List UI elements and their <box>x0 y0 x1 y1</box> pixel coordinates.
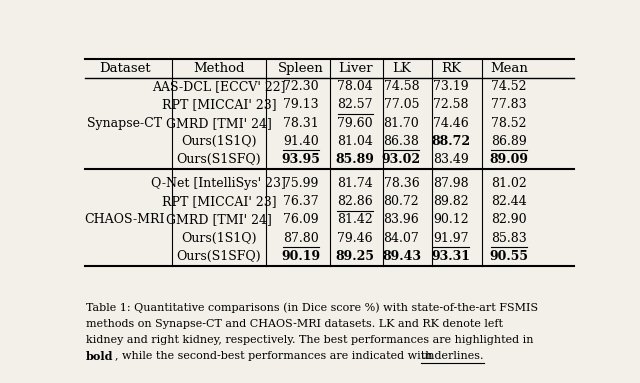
Text: GMRD [TMI' 24]: GMRD [TMI' 24] <box>166 213 272 226</box>
Text: 77.05: 77.05 <box>383 98 419 111</box>
Text: 76.37: 76.37 <box>283 195 319 208</box>
Text: 87.80: 87.80 <box>283 232 319 245</box>
Text: Ours(S1SFQ): Ours(S1SFQ) <box>177 250 261 263</box>
Text: Ours(1S1Q): Ours(1S1Q) <box>181 232 257 245</box>
Text: 78.31: 78.31 <box>283 117 319 130</box>
Text: LK: LK <box>392 62 411 75</box>
Text: CHAOS-MRI: CHAOS-MRI <box>84 213 165 226</box>
Text: 79.13: 79.13 <box>283 98 319 111</box>
Text: methods on Synapse-CT and CHAOS-MRI datasets. LK and RK denote left: methods on Synapse-CT and CHAOS-MRI data… <box>86 319 503 329</box>
Text: 86.89: 86.89 <box>491 135 527 148</box>
Text: Method: Method <box>193 62 244 75</box>
Text: 89.09: 89.09 <box>490 153 529 166</box>
Text: 81.42: 81.42 <box>337 213 373 226</box>
Text: Table 1: Quantitative comparisons (in Dice score %) with state-of-the-art FSMIS: Table 1: Quantitative comparisons (in Di… <box>86 303 538 313</box>
Text: 84.07: 84.07 <box>383 232 419 245</box>
Text: 85.89: 85.89 <box>336 153 374 166</box>
Text: 83.96: 83.96 <box>383 213 419 226</box>
Text: 86.38: 86.38 <box>383 135 419 148</box>
Text: 82.90: 82.90 <box>492 213 527 226</box>
Text: , while the second-best performances are indicated with: , while the second-best performances are… <box>115 351 436 361</box>
Text: 90.19: 90.19 <box>281 250 320 263</box>
Text: Q-Net [IntelliSys' 23]: Q-Net [IntelliSys' 23] <box>152 177 286 190</box>
Text: 79.46: 79.46 <box>337 232 373 245</box>
Text: 89.82: 89.82 <box>433 195 469 208</box>
Text: 91.97: 91.97 <box>433 232 468 245</box>
Text: Ours(1S1Q): Ours(1S1Q) <box>181 135 257 148</box>
Text: 82.57: 82.57 <box>337 98 373 111</box>
Text: 78.36: 78.36 <box>383 177 419 190</box>
Text: 81.04: 81.04 <box>337 135 373 148</box>
Text: 89.43: 89.43 <box>382 250 421 263</box>
Text: 74.52: 74.52 <box>492 80 527 93</box>
Text: 80.72: 80.72 <box>383 195 419 208</box>
Text: 93.31: 93.31 <box>431 250 470 263</box>
Text: bold: bold <box>86 351 113 362</box>
Text: 83.49: 83.49 <box>433 153 469 166</box>
Text: RK: RK <box>441 62 461 75</box>
Text: Mean: Mean <box>490 62 528 75</box>
Text: Synapse-CT: Synapse-CT <box>87 117 162 130</box>
Text: Dataset: Dataset <box>99 62 150 75</box>
Text: 72.58: 72.58 <box>433 98 468 111</box>
Text: 74.46: 74.46 <box>433 117 469 130</box>
Text: 88.72: 88.72 <box>431 135 470 148</box>
Text: 73.19: 73.19 <box>433 80 469 93</box>
Text: underlines.: underlines. <box>420 351 484 361</box>
Text: 74.58: 74.58 <box>383 80 419 93</box>
Text: 81.70: 81.70 <box>383 117 419 130</box>
Text: Spleen: Spleen <box>278 62 324 75</box>
Text: 76.09: 76.09 <box>283 213 319 226</box>
Text: 75.99: 75.99 <box>283 177 319 190</box>
Text: 82.44: 82.44 <box>491 195 527 208</box>
Text: 87.98: 87.98 <box>433 177 469 190</box>
Text: 91.40: 91.40 <box>283 135 319 148</box>
Text: 89.25: 89.25 <box>336 250 375 263</box>
Text: 90.55: 90.55 <box>490 250 529 263</box>
Text: AAS-DCL [ECCV' 22]: AAS-DCL [ECCV' 22] <box>152 80 285 93</box>
Text: 82.86: 82.86 <box>337 195 373 208</box>
Text: 90.12: 90.12 <box>433 213 469 226</box>
Text: 81.74: 81.74 <box>337 177 373 190</box>
Text: RPT [MICCAI' 23]: RPT [MICCAI' 23] <box>161 98 276 111</box>
Text: 93.02: 93.02 <box>382 153 421 166</box>
Text: 78.52: 78.52 <box>492 117 527 130</box>
Text: 78.04: 78.04 <box>337 80 373 93</box>
Text: GMRD [TMI' 24]: GMRD [TMI' 24] <box>166 117 272 130</box>
Text: 85.83: 85.83 <box>491 232 527 245</box>
Text: 77.83: 77.83 <box>492 98 527 111</box>
Text: 93.95: 93.95 <box>282 153 320 166</box>
Text: Ours(S1SFQ): Ours(S1SFQ) <box>177 153 261 166</box>
Text: RPT [MICCAI' 23]: RPT [MICCAI' 23] <box>161 195 276 208</box>
Text: 72.30: 72.30 <box>283 80 319 93</box>
Text: 79.60: 79.60 <box>337 117 373 130</box>
Text: kidney and right kidney, respectively. The best performances are highlighted in: kidney and right kidney, respectively. T… <box>86 335 534 345</box>
Text: 81.02: 81.02 <box>491 177 527 190</box>
Text: Liver: Liver <box>338 62 372 75</box>
